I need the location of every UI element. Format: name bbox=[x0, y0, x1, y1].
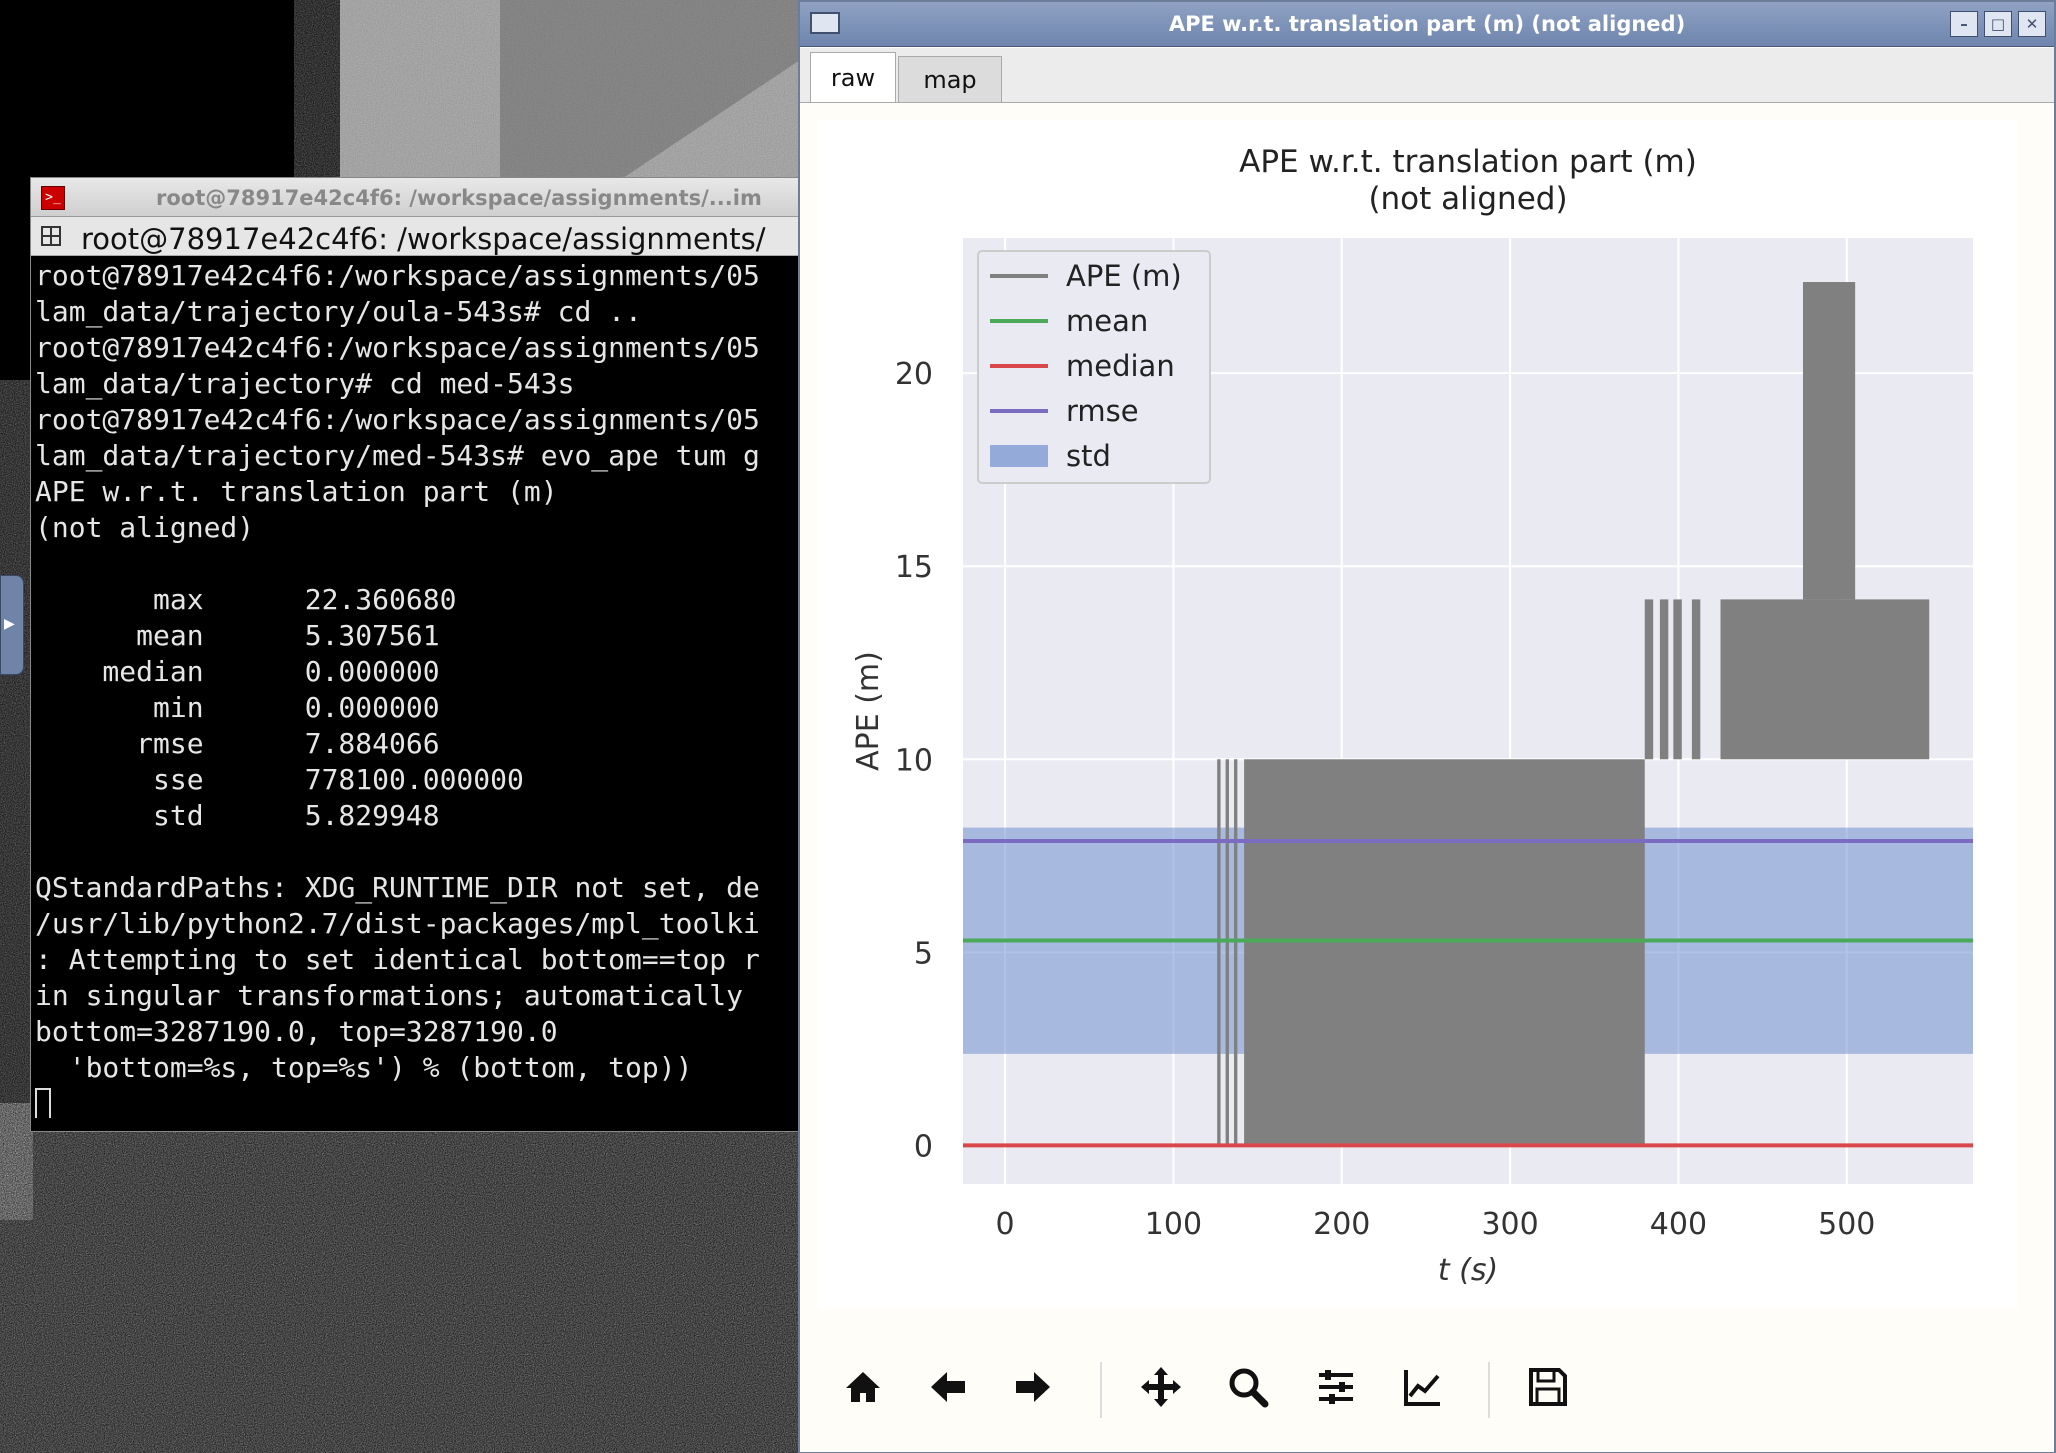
ape-chart: 0 100 200 300 400 500 0 5 10 15 20 t (s) APE (m) APE … bbox=[851, 144, 1973, 1288]
ape-series-segment bbox=[1225, 759, 1229, 1146]
ape-series-segment bbox=[1659, 599, 1669, 760]
toolbar-separator bbox=[1100, 1362, 1102, 1418]
maximize-button[interactable]: □ bbox=[1984, 11, 2012, 37]
terminal-output[interactable]: root@78917e42c4f6:/workspace/assignments… bbox=[35, 258, 801, 1118]
x-tick-label: 100 bbox=[1145, 1207, 1202, 1242]
legend-entry: median bbox=[1066, 349, 1175, 383]
terminal-title: root@78917e42c4f6: /workspace/assignment… bbox=[156, 186, 762, 210]
home-icon[interactable] bbox=[840, 1364, 886, 1410]
edit-axes-icon[interactable] bbox=[1400, 1364, 1446, 1410]
pan-icon[interactable] bbox=[1138, 1364, 1184, 1410]
terminal-line: lam_data/trajectory/oula-543s# cd .. bbox=[35, 295, 642, 328]
tab-map[interactable]: map bbox=[898, 56, 1002, 102]
x-tick-label: 0 bbox=[996, 1207, 1015, 1242]
terminal-line: in singular transformations; automatical… bbox=[35, 979, 760, 1012]
terminal-cursor bbox=[35, 1088, 51, 1118]
terminal-window[interactable]: >_ root@78917e42c4f6: /workspace/assignm… bbox=[30, 177, 804, 1132]
plot-toolbar bbox=[800, 1322, 2054, 1452]
ape-series-segment bbox=[1217, 759, 1221, 1146]
ape-series-segment bbox=[1673, 599, 1682, 760]
chart-title: APE w.r.t. translation part (m) bbox=[1239, 144, 1697, 180]
x-tick-label: 200 bbox=[1313, 1207, 1370, 1242]
terminal-line: /usr/lib/python2.7/dist-packages/mpl_too… bbox=[35, 907, 760, 940]
legend-entry: mean bbox=[1066, 304, 1148, 338]
chart-title: (not aligned) bbox=[1368, 181, 1567, 217]
ape-series-segment bbox=[1720, 599, 1930, 760]
expand-arrow-icon: ▶ bbox=[4, 616, 15, 632]
terminal-line: root@78917e42c4f6:/workspace/assignments… bbox=[35, 331, 760, 364]
terminal-line: lam_data/trajectory/med-543s# evo_ape tu… bbox=[35, 439, 760, 472]
terminal-line: QStandardPaths: XDG_RUNTIME_DIR not set,… bbox=[35, 871, 760, 904]
legend-entry: APE (m) bbox=[1066, 259, 1182, 293]
terminal-tab[interactable]: root@78917e42c4f6: /workspace/assignment… bbox=[31, 217, 803, 256]
terminal-line: mean 5.307561 bbox=[35, 619, 440, 652]
legend-entry: std bbox=[1066, 439, 1111, 473]
x-tick-label: 400 bbox=[1650, 1207, 1707, 1242]
y-axis-label: APE (m) bbox=[851, 651, 886, 771]
terminal-line: (not aligned) bbox=[35, 511, 255, 544]
legend-swatch bbox=[990, 445, 1048, 467]
terminal-line: median 0.000000 bbox=[35, 655, 440, 688]
save-icon[interactable] bbox=[1525, 1364, 1571, 1410]
plot-window[interactable]: APE w.r.t. translation part (m) (not ali… bbox=[798, 0, 2056, 1453]
x-axis-label: t (s) bbox=[1438, 1253, 1498, 1288]
terminal-line: lam_data/trajectory# cd med-543s bbox=[35, 367, 575, 400]
y-tick-label: 5 bbox=[914, 936, 933, 971]
terminal-line: root@78917e42c4f6:/workspace/assignments… bbox=[35, 403, 760, 436]
back-arrow-icon[interactable] bbox=[925, 1364, 971, 1410]
terminal-tab-label: root@78917e42c4f6: /workspace/assignment… bbox=[81, 222, 766, 256]
legend-entry: rmse bbox=[1066, 394, 1139, 428]
terminal-line: 'bottom=%s, top=%s') % (bottom, top)) bbox=[35, 1051, 693, 1084]
ape-series-segment bbox=[1644, 599, 1654, 760]
y-tick-label: 10 bbox=[895, 743, 933, 778]
terminal-line: bottom=3287190.0, top=3287190.0 bbox=[35, 1015, 558, 1048]
ape-series-segment bbox=[1802, 282, 1856, 600]
split-view-icon[interactable] bbox=[41, 226, 61, 246]
subplots-config-icon[interactable] bbox=[1313, 1364, 1359, 1410]
plot-window-title: APE w.r.t. translation part (m) (not ali… bbox=[1168, 12, 1686, 36]
window-menu-icon[interactable] bbox=[810, 12, 840, 34]
tab-raw[interactable]: raw bbox=[810, 52, 896, 102]
terminal-line bbox=[35, 834, 801, 870]
ape-series-segment bbox=[1691, 599, 1701, 760]
terminal-line: : Attempting to set identical bottom==to… bbox=[35, 943, 760, 976]
x-tick-label: 500 bbox=[1818, 1207, 1875, 1242]
x-tick-label: 300 bbox=[1481, 1207, 1538, 1242]
plot-canvas[interactable]: 0 100 200 300 400 500 0 5 10 15 20 t (s) APE (m) APE … bbox=[818, 120, 2018, 1308]
terminal-line: min 0.000000 bbox=[35, 691, 440, 724]
ape-series-segment bbox=[1234, 759, 1238, 1146]
y-tick-label: 15 bbox=[895, 550, 933, 585]
terminal-app-icon: >_ bbox=[41, 186, 65, 210]
plot-tabs: raw map bbox=[800, 48, 2054, 103]
terminal-line: root@78917e42c4f6:/workspace/assignments… bbox=[35, 259, 760, 292]
toolbar-separator bbox=[1488, 1362, 1490, 1418]
plot-window-titlebar[interactable]: APE w.r.t. translation part (m) (not ali… bbox=[800, 2, 2054, 47]
zoom-icon[interactable] bbox=[1225, 1364, 1271, 1410]
terminal-line: APE w.r.t. translation part (m) bbox=[35, 475, 558, 508]
terminal-line: rmse 7.884066 bbox=[35, 727, 440, 760]
terminal-line: std 5.829948 bbox=[35, 799, 440, 832]
close-button[interactable]: ✕ bbox=[2018, 11, 2046, 37]
forward-arrow-icon[interactable] bbox=[1010, 1364, 1056, 1410]
side-panel-handle[interactable]: ▶ bbox=[0, 575, 24, 675]
terminal-titlebar[interactable]: >_ root@78917e42c4f6: /workspace/assignm… bbox=[31, 178, 803, 217]
y-tick-label: 0 bbox=[914, 1129, 933, 1164]
y-tick-label: 20 bbox=[895, 357, 933, 392]
minimize-button[interactable]: – bbox=[1950, 11, 1978, 37]
terminal-line bbox=[35, 546, 801, 582]
terminal-line: sse 778100.000000 bbox=[35, 763, 524, 796]
legend-box bbox=[977, 250, 1211, 484]
terminal-line: max 22.360680 bbox=[35, 583, 457, 616]
ape-series-segment bbox=[1244, 759, 1645, 1146]
